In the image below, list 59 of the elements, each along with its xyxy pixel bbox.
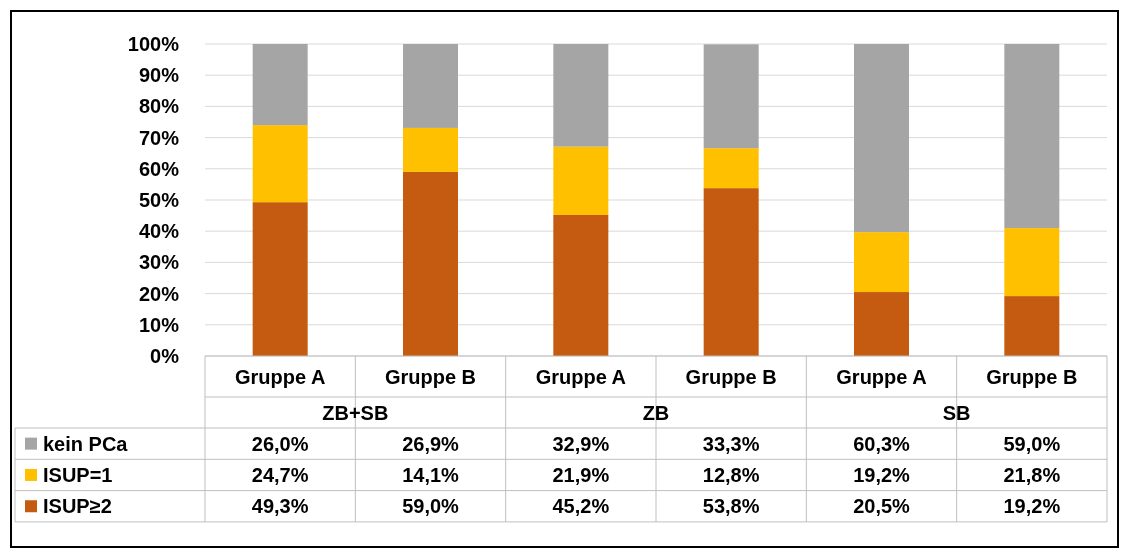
bar — [1004, 228, 1060, 297]
data-label: 12,8% — [702, 463, 760, 486]
y-tick-label: 10% — [138, 313, 180, 336]
text: ZB — [642, 401, 670, 424]
y-tick-label: 70% — [138, 126, 180, 149]
data-label: 59,0% — [402, 495, 460, 518]
bar — [403, 171, 458, 356]
y-tick-label: 90% — [138, 64, 180, 87]
data-label: 20,5% — [853, 495, 911, 518]
bar — [854, 44, 909, 233]
bar — [252, 44, 308, 126]
data-label: 14,1% — [402, 463, 460, 486]
bar — [703, 188, 759, 356]
text: ZB+SB — [322, 401, 389, 424]
data-label: 45,2% — [552, 495, 610, 518]
data-label: 21,8% — [1003, 463, 1061, 486]
bar — [703, 44, 759, 149]
data-label: 21,9% — [552, 463, 610, 486]
data-label: 59,0% — [1003, 432, 1061, 455]
bar — [854, 292, 909, 356]
data-label: 33,3% — [702, 432, 760, 455]
bar — [854, 232, 909, 293]
data-label: 24,7% — [251, 463, 309, 486]
y-tick-label: 80% — [138, 95, 180, 118]
bar — [403, 44, 458, 128]
y-tick-label: 60% — [138, 157, 180, 180]
bar — [1004, 296, 1060, 356]
data-label: 26,9% — [402, 432, 460, 455]
bar — [252, 202, 308, 356]
y-tick-label: 0% — [150, 345, 180, 367]
legend-label: ISUP≥2 — [43, 495, 112, 518]
y-tick-label: 30% — [138, 251, 180, 274]
bar — [553, 214, 609, 356]
text: SB — [942, 401, 971, 424]
x-tick-label: Gruppe B — [986, 365, 1078, 388]
y-tick-label: 20% — [138, 282, 180, 305]
bar — [553, 146, 609, 215]
x-tick-label: Gruppe A — [535, 365, 627, 388]
x-tick-label: Gruppe B — [384, 365, 477, 388]
x-tick-label: Gruppe B — [685, 365, 777, 388]
data-label: 32,9% — [552, 432, 610, 455]
data-label: 19,2% — [853, 463, 911, 486]
bar — [553, 44, 609, 147]
legend-label: ISUP=1 — [43, 463, 113, 486]
data-label: 26,0% — [251, 432, 309, 455]
data-label: 19,2% — [1003, 495, 1061, 518]
bar — [1004, 44, 1060, 229]
y-tick-label: 50% — [138, 189, 180, 211]
data-label: 53,8% — [702, 495, 760, 518]
legend-label: kein PCa — [43, 432, 129, 455]
bar — [252, 125, 308, 203]
data-label: 49,3% — [251, 495, 309, 518]
y-tick-label: 40% — [138, 220, 180, 243]
data-label: 60,3% — [853, 432, 911, 455]
bar — [703, 148, 759, 189]
y-tick-label: 100% — [127, 33, 180, 55]
bar — [403, 127, 458, 172]
x-tick-label: Gruppe A — [836, 365, 927, 388]
x-tick-label: Gruppe A — [234, 365, 326, 388]
